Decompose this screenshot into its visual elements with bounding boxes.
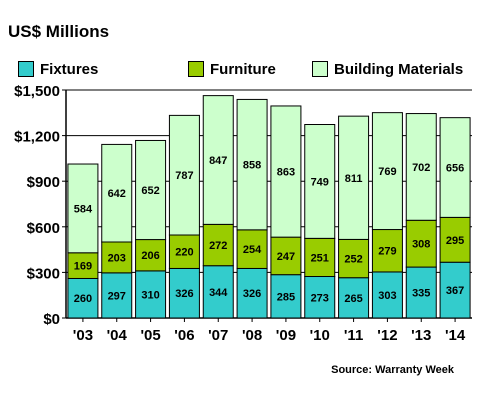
bar-fixtures [236,267,268,319]
bar-building-materials [371,112,403,231]
x-tick-label: '10 [310,327,330,344]
data-label: 326 [175,288,193,300]
bar-building-materials [202,95,234,225]
data-label: 265 [344,293,362,305]
bar-furniture [439,216,471,263]
data-label: 169 [74,261,92,273]
bar-building-materials [439,117,471,218]
legend-label-building-materials: Building Materials [334,60,464,78]
y-tick-label: $600 [27,220,60,237]
x-tick-label: '13 [411,327,431,344]
legend-swatch-furniture [188,61,204,77]
chart-title: US$ Millions [8,22,110,41]
data-label: 656 [446,163,464,175]
data-label: 295 [446,235,464,247]
y-tick-label: $0 [43,311,60,328]
data-label: 272 [209,240,227,252]
legend: Fixtures Furniture Building Materials [10,58,480,80]
data-label: 251 [311,252,329,264]
x-tick-label: '07 [208,327,228,344]
bar-building-materials [270,105,302,238]
bar-building-materials [168,114,200,236]
x-tick-label: '14 [445,327,466,344]
data-label: 344 [209,287,228,299]
bar-furniture [202,223,234,267]
data-label: 584 [74,203,93,215]
bar-furniture [168,234,200,269]
data-label: 335 [412,288,430,300]
data-label: 367 [446,285,464,297]
plot-area [66,90,472,318]
data-label: 642 [108,188,126,200]
x-tick-label: '08 [242,327,262,344]
x-tick-label: '09 [276,327,296,344]
bar-furniture [338,238,370,279]
legend-swatch-building-materials [312,61,328,77]
bar-fixtures [168,267,200,319]
y-tick-label: $300 [27,265,60,282]
data-label: 273 [311,292,329,304]
x-tick-label: '05 [140,327,160,344]
data-label: 203 [108,252,126,264]
data-label: 652 [141,185,159,197]
data-label: 847 [209,155,227,167]
bar-fixtures [135,270,167,319]
data-label: 220 [175,247,193,259]
data-label: 308 [412,239,430,251]
data-label: 858 [243,160,261,172]
data-label: 787 [175,170,193,182]
x-tick-label: '12 [377,327,397,344]
bar-furniture [135,239,167,272]
legend-item-furniture: Furniture [188,58,276,80]
legend-label-fixtures: Fixtures [40,60,99,78]
y-tick-label: $900 [27,174,60,191]
bar-building-materials [101,143,133,243]
data-label: 310 [141,289,159,301]
data-label: 247 [277,251,295,263]
legend-item-building-materials: Building Materials [312,58,463,80]
data-label: 285 [277,291,295,303]
y-tick-label: $1,500 [14,83,60,100]
bar-building-materials [304,124,336,239]
data-label: 252 [344,254,362,266]
data-label: 863 [277,167,295,179]
bar-building-materials [67,163,99,254]
data-label: 769 [378,166,396,178]
data-label: 326 [243,288,261,300]
data-label: 254 [243,244,262,256]
bar-furniture [270,236,302,276]
bar-furniture [371,229,403,273]
bar-furniture [101,241,133,274]
x-tick-label: '11 [344,327,363,344]
x-tick-label: '04 [107,327,128,344]
legend-swatch-fixtures [18,61,34,77]
data-label: 811 [345,173,363,185]
bar-fixtures [67,277,99,319]
bar-building-materials [236,98,268,231]
x-tick-label: '06 [174,327,194,344]
data-label: 297 [108,290,126,302]
bar-building-materials [135,139,167,241]
data-label: 279 [378,246,396,258]
data-label: 303 [378,290,396,302]
x-tick-label: '03 [73,327,93,344]
y-tick-label: $1,200 [14,129,60,146]
data-label: 702 [412,162,430,174]
data-label: 260 [74,293,92,305]
legend-label-furniture: Furniture [210,60,276,78]
bar-building-materials [405,113,437,221]
legend-item-fixtures: Fixtures [18,58,98,80]
bar-building-materials [338,115,370,240]
chart-source: Source: Warranty Week [331,364,454,376]
data-label: 206 [141,250,159,262]
bar-furniture [236,229,268,269]
bar-furniture [405,219,437,268]
bar-furniture [67,252,99,279]
data-label: 749 [311,176,329,188]
